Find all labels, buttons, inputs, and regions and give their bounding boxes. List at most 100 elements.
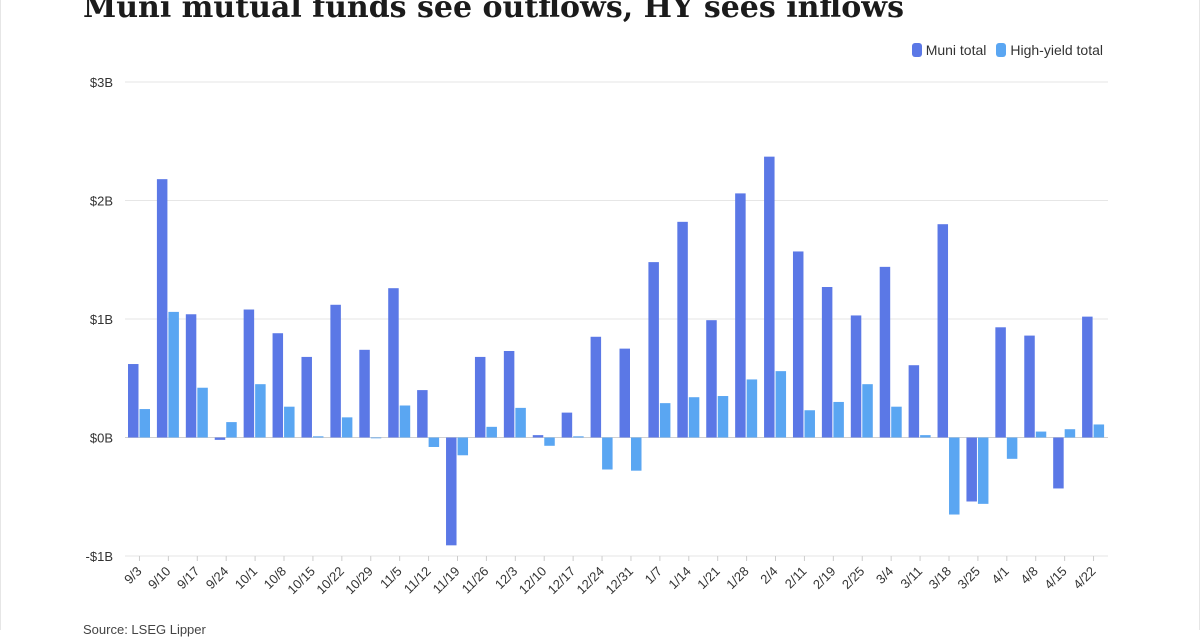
bar-muni-total <box>792 251 804 438</box>
x-tick-label: 11/12 <box>401 564 434 597</box>
bar-high-yield-total <box>573 436 584 438</box>
x-tick-label: 10/29 <box>342 564 376 598</box>
bar-high-yield-total <box>486 426 497 438</box>
x-tick-label: 11/19 <box>430 564 463 597</box>
bar-high-yield-total <box>197 387 208 438</box>
x-tick-label: 1/7 <box>642 564 665 587</box>
bar-high-yield-total <box>775 371 787 438</box>
bar-muni-total <box>417 390 428 438</box>
bar-high-yield-total <box>631 437 642 471</box>
bar-muni-total <box>1053 437 1064 489</box>
bar-muni-total <box>966 437 977 502</box>
x-tick-label: 9/17 <box>174 564 203 593</box>
bar-muni-total <box>821 287 833 438</box>
bar-muni-total <box>156 179 168 438</box>
bar-high-yield-total <box>312 436 324 438</box>
x-tick-label: 1/14 <box>665 564 694 593</box>
y-tick-label: -$1B <box>86 549 113 564</box>
bar-muni-total <box>590 336 602 438</box>
x-tick-label: 4/15 <box>1041 564 1070 593</box>
x-tick-label: 12/24 <box>574 564 608 598</box>
x-tick-label: 3/11 <box>897 564 925 592</box>
bar-muni-total <box>850 315 862 438</box>
bar-high-yield-total <box>370 437 382 439</box>
bar-muni-total <box>764 156 775 438</box>
x-tick-label: 11/5 <box>377 564 405 592</box>
bar-muni-total <box>388 288 399 438</box>
x-tick-label: 1/21 <box>694 564 723 593</box>
bar-muni-total <box>301 356 312 438</box>
bar-muni-total <box>706 320 717 438</box>
bar-muni-total <box>128 364 139 438</box>
bar-muni-total <box>359 349 370 438</box>
bar-muni-total <box>1082 316 1093 438</box>
bar-high-yield-total <box>602 437 613 470</box>
x-tick-label: 1/28 <box>723 564 752 593</box>
x-tick-label: 11/26 <box>459 564 492 597</box>
bar-high-yield-total <box>515 407 526 438</box>
bar-high-yield-total <box>1064 429 1076 438</box>
bar-high-yield-total <box>659 403 671 438</box>
bar-high-yield-total <box>717 396 729 438</box>
bar-muni-total <box>908 365 920 438</box>
bar-high-yield-total <box>688 397 700 438</box>
bar-high-yield-total <box>833 401 844 438</box>
y-tick-label: $0B <box>90 431 113 446</box>
bar-high-yield-total <box>428 437 440 447</box>
legend-item-high-yield[interactable]: High-yield total <box>996 42 1103 58</box>
x-tick-label: 10/1 <box>232 564 261 593</box>
x-tick-label: 12/31 <box>602 564 636 598</box>
bar-high-yield-total <box>399 405 411 438</box>
bar-high-yield-total <box>139 409 150 438</box>
x-tick-label: 2/19 <box>810 564 839 593</box>
x-tick-label: 3/4 <box>873 564 896 587</box>
y-tick-label: $2B <box>90 194 113 209</box>
x-tick-label: 3/25 <box>955 564 984 593</box>
bar-muni-total <box>937 224 949 438</box>
bar-muni-total <box>532 435 544 438</box>
bar-high-yield-total <box>746 379 758 438</box>
chart-title: Muni mutual funds see outflows, HY sees … <box>83 0 904 25</box>
bar-muni-total <box>561 412 573 438</box>
bar-high-yield-total <box>168 311 179 438</box>
bar-high-yield-total <box>862 384 873 438</box>
x-tick-label: 4/8 <box>1017 564 1040 587</box>
x-tick-label: 2/4 <box>757 564 780 587</box>
bar-muni-total <box>446 437 457 546</box>
x-tick-label: 10/22 <box>313 564 347 598</box>
bar-high-yield-total <box>977 437 989 504</box>
bar-high-yield-total <box>255 384 266 438</box>
bar-high-yield-total <box>891 406 902 438</box>
bar-high-yield-total <box>341 417 353 438</box>
bar-muni-total <box>677 221 688 438</box>
bar-high-yield-total <box>920 435 931 438</box>
bar-high-yield-total <box>457 437 469 456</box>
bar-muni-total <box>243 309 255 438</box>
bar-muni-total <box>185 314 197 438</box>
bar-muni-total <box>474 356 486 438</box>
y-tick-label: $1B <box>90 312 113 327</box>
bar-muni-total <box>619 348 630 438</box>
legend-item-muni[interactable]: Muni total <box>911 42 987 58</box>
bar-muni-total <box>995 327 1006 438</box>
bar-muni-total <box>272 333 284 438</box>
x-tick-label: 2/25 <box>839 564 868 593</box>
legend-swatch-muni <box>911 43 922 57</box>
x-tick-label: 10/15 <box>284 564 318 598</box>
legend-label-muni: Muni total <box>925 42 987 58</box>
bar-high-yield-total <box>284 406 295 438</box>
bar-high-yield-total <box>1093 424 1105 438</box>
x-tick-label: 4/1 <box>989 564 1012 587</box>
legend: Muni total High-yield total <box>911 42 1103 58</box>
bar-high-yield-total <box>949 437 960 515</box>
legend-label-high-yield: High-yield total <box>1010 42 1103 58</box>
bar-muni-total <box>503 350 515 438</box>
bar-muni-total <box>214 437 226 440</box>
bar-high-yield-total <box>1006 437 1018 459</box>
x-tick-label: 2/11 <box>782 564 810 592</box>
x-tick-label: 4/22 <box>1070 564 1099 593</box>
x-tick-label: 3/18 <box>926 564 955 593</box>
legend-swatch-high-yield <box>996 43 1007 57</box>
bar-high-yield-total <box>544 437 555 446</box>
